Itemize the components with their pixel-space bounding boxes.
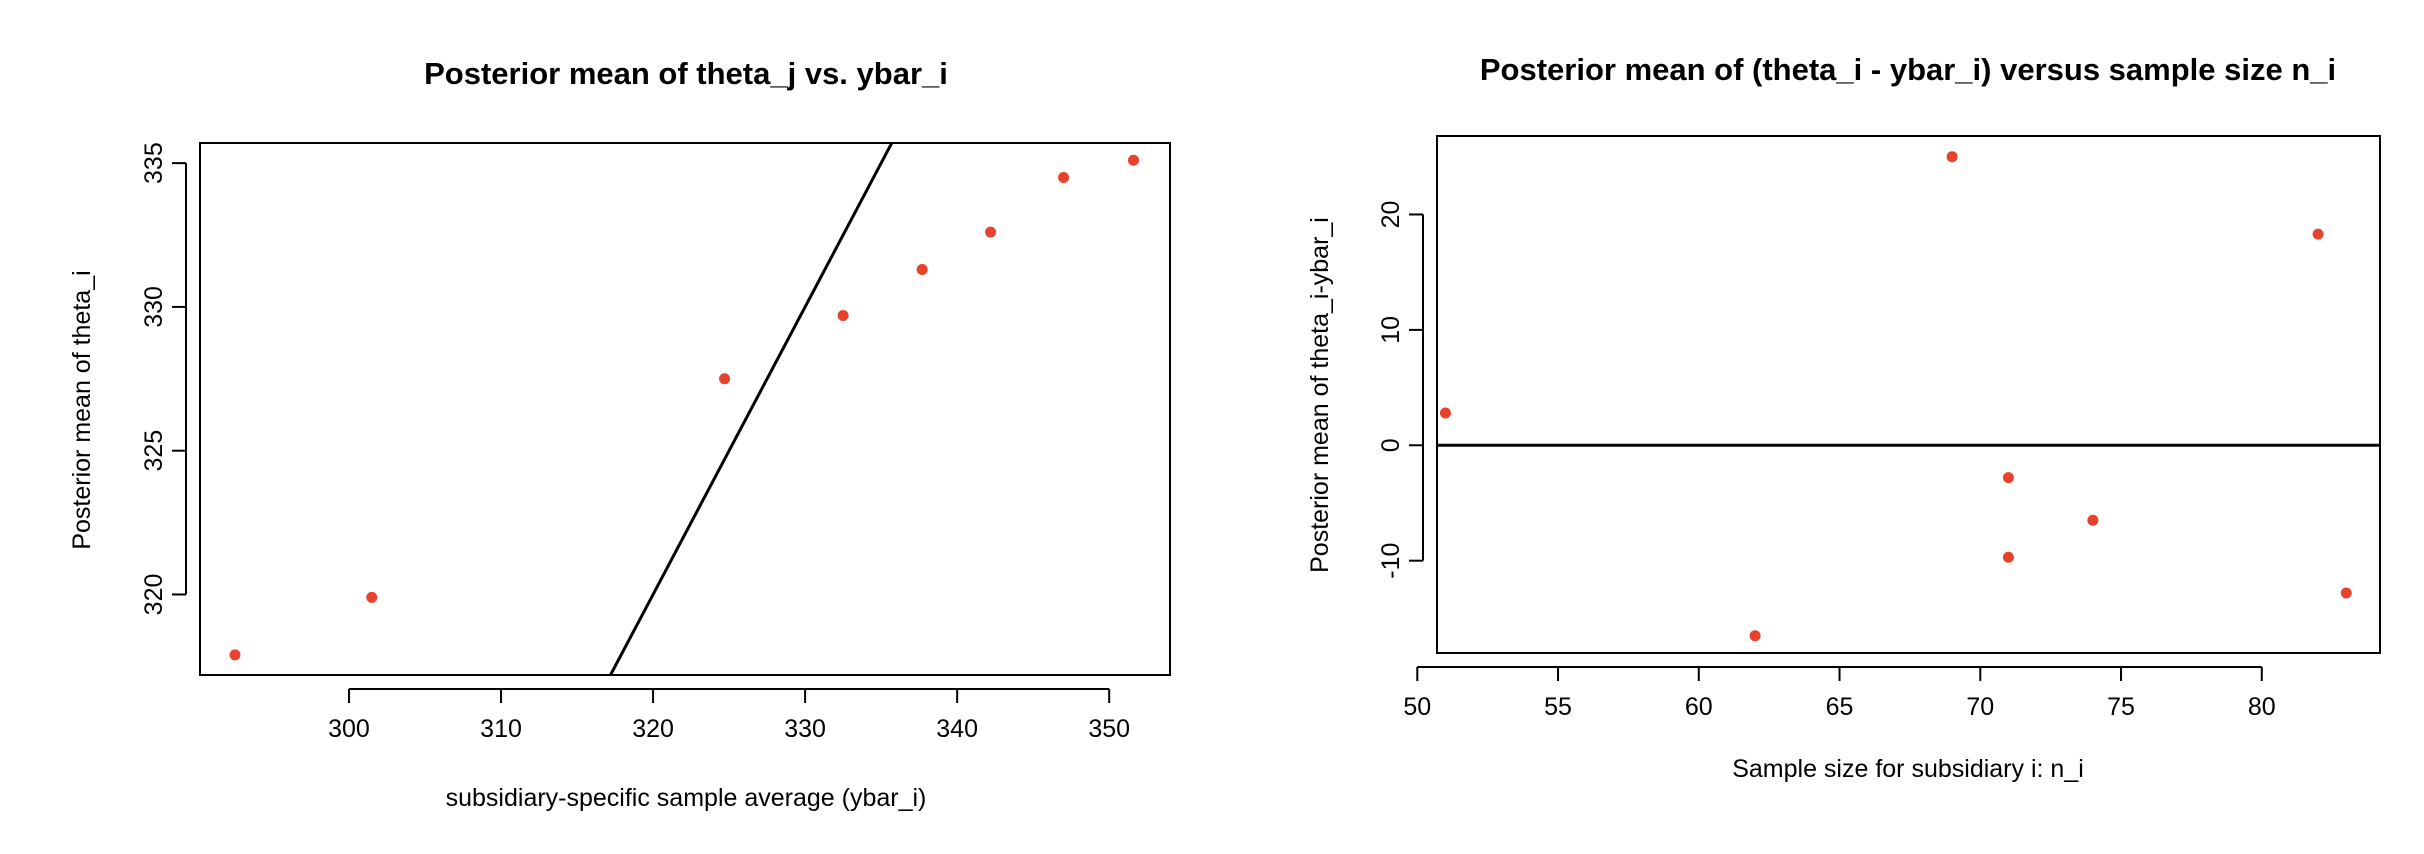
data-point	[2087, 514, 2099, 526]
data-point	[2312, 228, 2324, 240]
right-scatter-panel: Posterior mean of (theta_i - ybar_i) ver…	[1306, 52, 2381, 783]
data-point	[985, 226, 997, 238]
data-point	[2002, 472, 2014, 484]
x-axis: 300 310 320 330 340 350	[328, 688, 1130, 743]
data-points	[229, 154, 1140, 661]
data-points	[1439, 151, 2352, 642]
data-point	[1128, 154, 1140, 166]
x-tick-label: 75	[2107, 693, 2135, 721]
x-tick-label: 70	[1966, 693, 1994, 721]
x-tick-label: 330	[784, 715, 826, 743]
x-tick-label: 320	[632, 715, 674, 743]
x-axis-label: subsidiary-specific sample average (ybar…	[446, 784, 927, 812]
x-axis-label: Sample size for subsidiary i: n_i	[1732, 755, 2084, 783]
plot-box	[1436, 135, 2381, 654]
chart-title: Posterior mean of theta_j vs. ybar_i	[424, 56, 948, 91]
y-axis: -10 0 10 20	[1377, 201, 1424, 579]
y-tick-label: -10	[1377, 543, 1405, 579]
data-point	[1058, 172, 1070, 184]
plot-box	[199, 142, 1171, 676]
identity-line	[609, 142, 894, 676]
chart-title: Posterior mean of (theta_i - ybar_i) ver…	[1480, 52, 2336, 87]
y-tick-label: 325	[140, 430, 168, 472]
data-point	[2002, 551, 2014, 563]
left-scatter-panel: Posterior mean of theta_j vs. ybar_i sub…	[68, 56, 1171, 812]
reference-lines	[609, 142, 894, 676]
x-tick-label: 300	[328, 715, 370, 743]
y-tick-label: 330	[140, 286, 168, 328]
y-tick-label: 0	[1377, 438, 1405, 452]
x-tick-label: 60	[1685, 693, 1713, 721]
data-point	[229, 649, 241, 661]
x-tick-label: 350	[1088, 715, 1130, 743]
y-tick-label: 320	[140, 574, 168, 616]
data-point	[837, 310, 849, 322]
x-tick-label: 50	[1403, 693, 1431, 721]
data-point	[1439, 407, 1451, 419]
y-axis-label: Posterior mean of theta_i	[68, 270, 96, 549]
data-point	[916, 264, 928, 276]
data-point	[1749, 630, 1761, 642]
y-tick-label: 10	[1377, 316, 1405, 344]
x-axis: 50 55 60 65 70 75 80	[1403, 666, 2276, 721]
y-tick-label: 335	[140, 142, 168, 184]
x-tick-label: 340	[936, 715, 978, 743]
y-axis-label: Posterior mean of theta_i-ybar_i	[1306, 217, 1334, 573]
data-point	[719, 373, 731, 385]
x-tick-label: 80	[2248, 693, 2276, 721]
data-point	[1946, 151, 1958, 163]
data-point	[2340, 587, 2352, 599]
data-point	[366, 591, 378, 603]
y-tick-label: 20	[1377, 201, 1405, 229]
y-axis: 320 325 330 335	[140, 142, 187, 616]
x-tick-label: 55	[1544, 693, 1572, 721]
x-tick-label: 310	[480, 715, 522, 743]
x-tick-label: 65	[1826, 693, 1854, 721]
